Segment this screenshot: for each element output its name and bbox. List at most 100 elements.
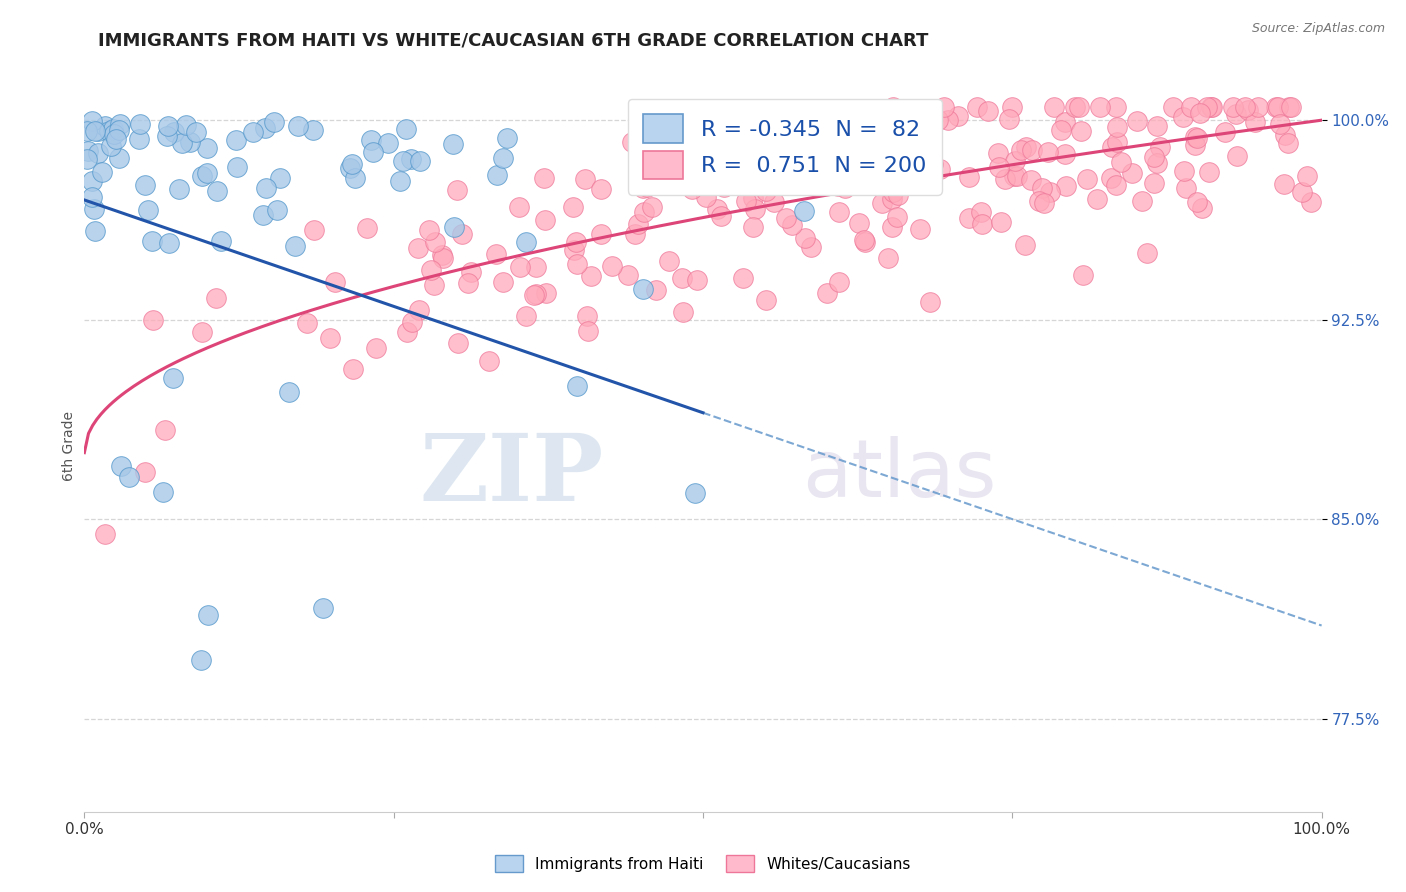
Point xyxy=(1184,130,1206,145)
Point xyxy=(1270,117,1292,131)
Point xyxy=(302,223,325,237)
Point xyxy=(451,227,474,241)
Point xyxy=(886,210,908,224)
Point xyxy=(533,171,555,186)
Point xyxy=(1069,100,1091,114)
Point xyxy=(776,175,799,189)
Point xyxy=(441,137,464,152)
Point xyxy=(565,257,588,271)
Point xyxy=(80,190,103,204)
Point xyxy=(870,195,893,210)
Point xyxy=(918,295,941,310)
Point xyxy=(1105,135,1128,149)
Point xyxy=(591,182,613,196)
Point xyxy=(103,128,125,142)
Point xyxy=(741,190,763,204)
Point xyxy=(269,171,291,186)
Point xyxy=(1171,111,1194,125)
Point xyxy=(1234,100,1257,114)
Point xyxy=(815,285,838,300)
Point xyxy=(90,165,112,179)
Point xyxy=(460,265,482,279)
Point xyxy=(742,220,765,235)
Point xyxy=(827,179,849,194)
Point xyxy=(492,151,515,165)
Point xyxy=(755,293,778,307)
Point xyxy=(957,211,980,226)
Point xyxy=(1279,100,1302,114)
Point xyxy=(423,277,446,292)
Point xyxy=(1199,100,1222,114)
Point xyxy=(1004,154,1026,169)
Point xyxy=(107,151,129,165)
Point xyxy=(576,324,599,338)
Point xyxy=(1039,186,1062,200)
Point xyxy=(972,217,994,231)
Point xyxy=(744,202,766,216)
Point xyxy=(1042,100,1064,114)
Point xyxy=(1063,100,1085,114)
Point xyxy=(409,153,432,168)
Point xyxy=(432,252,454,266)
Point xyxy=(1105,178,1128,193)
Point xyxy=(1277,136,1299,150)
Point xyxy=(1005,169,1028,183)
Point xyxy=(633,181,655,195)
Point xyxy=(977,103,1000,118)
Point xyxy=(142,313,165,327)
Point xyxy=(990,215,1012,229)
Point xyxy=(946,109,969,123)
Point xyxy=(508,200,530,214)
Point xyxy=(108,117,131,131)
Point xyxy=(524,260,547,275)
Point xyxy=(589,227,612,242)
Point xyxy=(1019,173,1042,187)
Point xyxy=(997,112,1019,126)
Point xyxy=(929,161,952,176)
Point xyxy=(1054,146,1077,161)
Point xyxy=(342,362,364,376)
Point xyxy=(1291,185,1313,199)
Point xyxy=(319,331,342,345)
Point xyxy=(782,219,804,233)
Point xyxy=(644,283,666,297)
Point xyxy=(141,235,163,249)
Point xyxy=(1015,139,1038,153)
Point xyxy=(1121,166,1143,180)
Point xyxy=(686,272,709,286)
Point xyxy=(1053,115,1076,129)
Text: IMMIGRANTS FROM HAITI VS WHITE/CAUCASIAN 6TH GRADE CORRELATION CHART: IMMIGRANTS FROM HAITI VS WHITE/CAUCASIAN… xyxy=(98,31,929,49)
Point xyxy=(1136,246,1159,260)
Point xyxy=(758,164,780,178)
Point xyxy=(579,268,602,283)
Point xyxy=(565,235,588,249)
Point xyxy=(170,136,193,150)
Point xyxy=(882,193,904,207)
Point xyxy=(360,133,382,147)
Point xyxy=(186,125,208,139)
Point xyxy=(1173,164,1195,178)
Point xyxy=(574,172,596,186)
Point xyxy=(754,184,776,198)
Point xyxy=(1101,140,1123,154)
Point xyxy=(1180,100,1202,114)
Point xyxy=(197,166,219,180)
Point xyxy=(1225,149,1247,163)
Point xyxy=(162,124,184,138)
Point xyxy=(395,326,418,340)
Point xyxy=(312,600,335,615)
Point xyxy=(84,124,107,138)
Point xyxy=(908,221,931,235)
Point xyxy=(772,140,794,154)
Point xyxy=(105,132,128,146)
Point xyxy=(195,141,218,155)
Point xyxy=(1274,128,1296,142)
Point xyxy=(1301,194,1323,209)
Point xyxy=(631,282,654,296)
Point xyxy=(966,100,988,114)
Point xyxy=(1213,125,1236,139)
Point xyxy=(887,188,910,202)
Point xyxy=(399,152,422,166)
Point xyxy=(681,182,703,196)
Point xyxy=(515,235,537,249)
